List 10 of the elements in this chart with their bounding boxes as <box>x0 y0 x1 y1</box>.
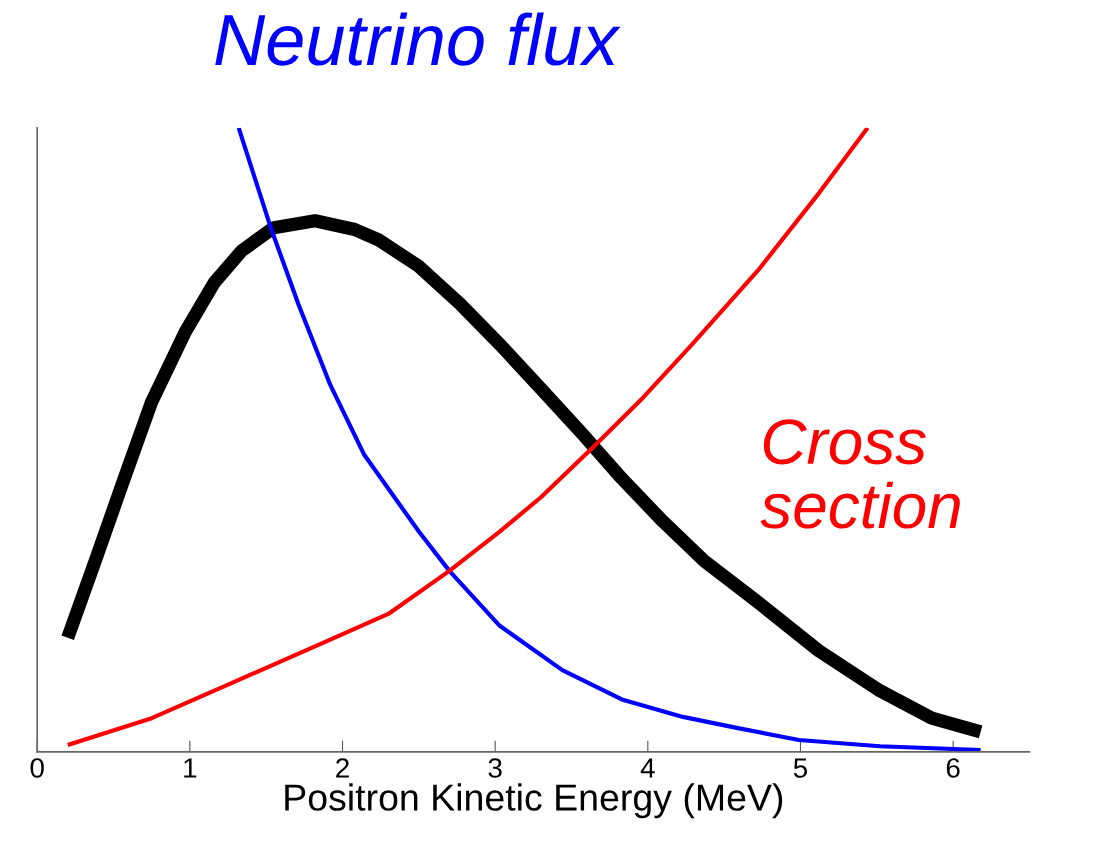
x-tick-label: 1 <box>184 758 197 778</box>
x-axis-title: Positron Kinetic Energy (MeV) <box>285 783 783 819</box>
x-tick-label: 2 <box>336 758 349 778</box>
x-tick-label: 3 <box>488 758 502 778</box>
series-label: Neutrino flux <box>215 12 621 66</box>
x-tick-label: 6 <box>946 758 960 778</box>
x-tick-label: 4 <box>640 758 655 778</box>
x-tick-label: 5 <box>793 758 808 778</box>
series-label: Cross section <box>760 419 960 529</box>
x-tick-label: 0 <box>30 758 44 778</box>
